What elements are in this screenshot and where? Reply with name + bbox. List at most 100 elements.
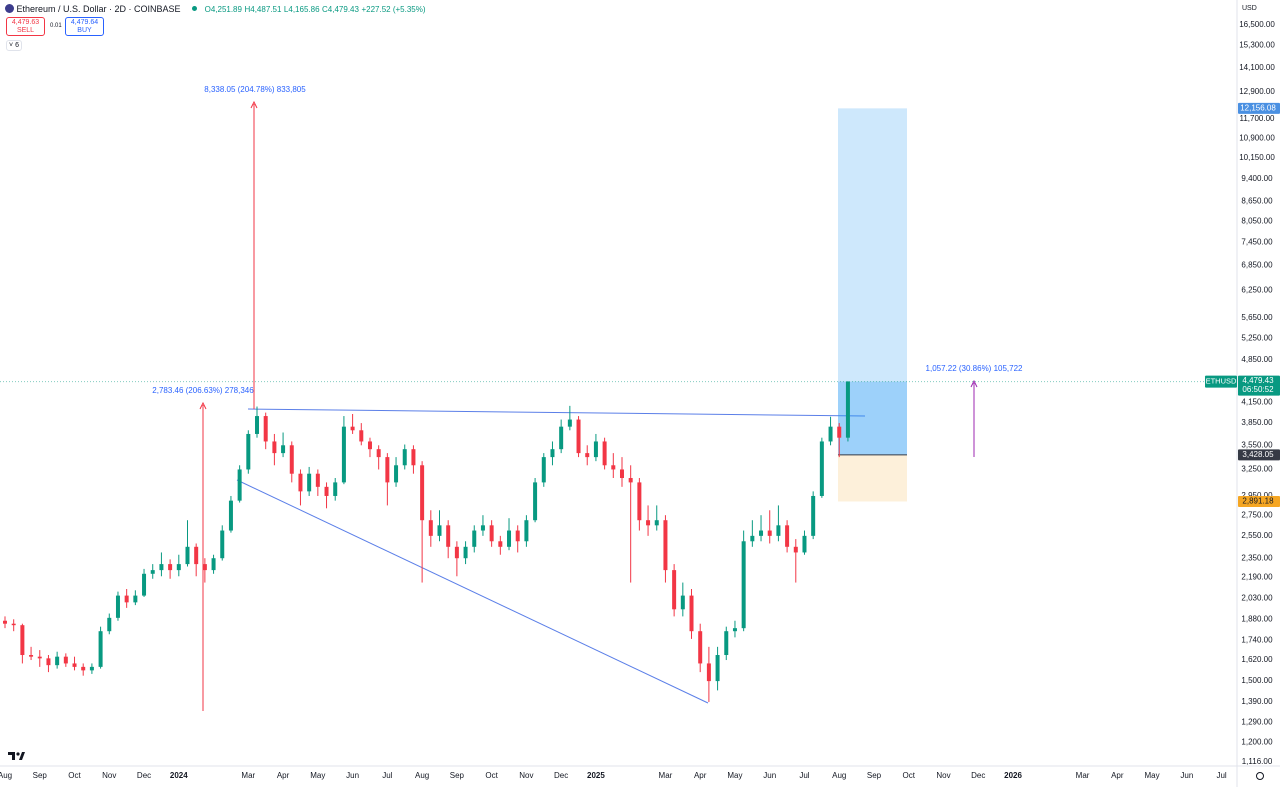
y-tick-label: 6,250.00 (1241, 286, 1273, 295)
y-tick-label: 7,450.00 (1241, 237, 1273, 246)
y-tick-label: 4,850.00 (1241, 355, 1273, 364)
candle-body (785, 525, 790, 547)
buy-button[interactable]: 4,479.64 BUY (65, 17, 104, 36)
candle-body (3, 620, 7, 624)
candle-body (324, 486, 329, 496)
candle-body (845, 381, 850, 438)
candle-body (376, 449, 381, 458)
candle-body (37, 656, 42, 659)
candle-body (211, 558, 216, 571)
candle-body (724, 631, 729, 656)
candle-body (133, 595, 138, 603)
candle-body (507, 530, 512, 547)
candle-body (263, 416, 268, 442)
candle-body (289, 445, 294, 474)
arrow-head (970, 379, 978, 388)
candle-body (663, 520, 668, 571)
x-tick-label: Jul (799, 771, 809, 780)
measure-label: 8,338.05 (204.78%) 833,805 (204, 85, 306, 94)
y-tick-label: 3,850.00 (1241, 418, 1273, 427)
y-tick-label: 2,030.00 (1241, 593, 1273, 602)
x-tick-label: 2024 (170, 771, 188, 780)
y-tick-label: 12,900.00 (1239, 87, 1275, 96)
y-tick-label: 1,200.00 (1241, 737, 1273, 746)
x-tick-label: Jun (763, 771, 776, 780)
eth-icon (5, 4, 14, 13)
candle-body (628, 478, 633, 483)
x-tick-label: Mar (241, 771, 255, 780)
candle-body (359, 430, 364, 442)
stop-label-bg (1238, 495, 1280, 507)
sell-button[interactable]: 4,479.63 SELL (6, 17, 45, 36)
candle-body (194, 546, 199, 565)
x-tick-label: Sep (867, 771, 882, 780)
last-price-bg (1238, 375, 1280, 396)
candle-body (176, 564, 181, 571)
candle-body (185, 546, 190, 565)
candle-body (20, 625, 25, 656)
y-tick-label: 6,850.00 (1241, 260, 1273, 269)
x-tick-label: Jun (1180, 771, 1193, 780)
candle-body (202, 564, 207, 571)
candle-body (463, 546, 468, 559)
y-tick-label: 3,250.00 (1241, 465, 1273, 474)
buy-label: BUY (77, 27, 92, 34)
stop-zone (838, 454, 907, 502)
y-tick-label: 8,050.00 (1241, 216, 1273, 225)
candle-body (567, 419, 572, 427)
candle-body (759, 530, 764, 536)
candle-body (602, 441, 607, 466)
candle-body (498, 541, 503, 547)
y-tick-label: 1,620.00 (1241, 655, 1273, 664)
settings-icon[interactable] (1256, 772, 1264, 780)
measure-label: 1,057.22 (30.86%) 105,722 (926, 364, 1024, 373)
y-tick-label: 8,650.00 (1241, 197, 1273, 206)
ohlc-high: H4,487.51 (244, 5, 282, 14)
candle-body (46, 658, 51, 666)
countdown: 06:50:52 (1242, 385, 1274, 394)
candle-body (29, 655, 34, 657)
y-tick-label: 1,290.00 (1241, 717, 1273, 726)
market-status (192, 6, 198, 11)
candle-body (124, 595, 129, 603)
y-tick-label: 2,950.00 (1241, 491, 1273, 500)
candle-body (680, 595, 685, 610)
candle-body (228, 500, 233, 531)
logo (8, 752, 25, 760)
candle-body (307, 473, 312, 492)
candle-body (524, 520, 529, 542)
x-tick-label: Aug (415, 771, 429, 780)
candle-body (168, 564, 173, 571)
candle-body (350, 426, 355, 431)
target-label-bg (1238, 102, 1280, 114)
x-tick-label: Nov (936, 771, 950, 780)
symbol-title[interactable]: Ethereum / U.S. Dollar · 2D · COINBASE (16, 4, 181, 14)
y-tick-label: 4,150.00 (1241, 398, 1273, 407)
x-tick-label: Dec (554, 771, 568, 780)
candle-body (732, 628, 737, 632)
candle-body (454, 546, 459, 559)
x-tick-label: Sep (450, 771, 465, 780)
candle-body (107, 617, 112, 632)
x-tick-label: Mar (1076, 771, 1090, 780)
x-tick-label: 2025 (587, 771, 605, 780)
candle-body (654, 520, 659, 526)
x-tick-label: May (727, 771, 742, 780)
candle-body (767, 530, 772, 536)
buy-price: 4,479.64 (70, 19, 99, 26)
drawings-toggle[interactable]: ˅ 6 (6, 40, 22, 51)
currency[interactable]: USD (1242, 5, 1257, 12)
candle-body (159, 564, 164, 571)
candle-body (819, 441, 824, 496)
candle-body (802, 535, 807, 553)
candle-body (115, 595, 120, 618)
candle-body (585, 453, 590, 458)
candle-body (367, 441, 372, 450)
candle-body (142, 573, 147, 596)
y-tick-label: 5,250.00 (1241, 333, 1273, 342)
y-tick-label: 1,116.00 (1242, 757, 1273, 766)
x-tick-label: Nov (519, 771, 533, 780)
candle-body (550, 449, 555, 458)
